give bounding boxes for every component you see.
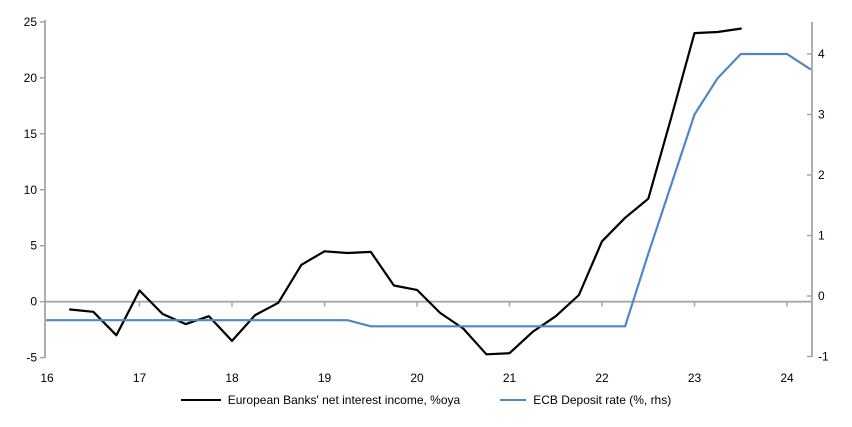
x-tick-label: 19	[318, 371, 332, 385]
legend-label-deposit-rate: ECB Deposit rate (%, rhs)	[533, 393, 672, 407]
legend-label-nii: European Banks' net interest income, %oy…	[227, 393, 461, 407]
y-left-tick-label: 25	[24, 15, 38, 29]
x-tick-label: 17	[133, 371, 147, 385]
x-tick-label: 18	[225, 371, 239, 385]
x-tick-label: 22	[595, 371, 609, 385]
series-line-deposit-rate	[45, 52, 812, 328]
legend-item-nii: European Banks' net interest income, %oy…	[180, 393, 461, 407]
legend-item-deposit-rate: ECB Deposit rate (%, rhs)	[500, 393, 671, 407]
y-left-tick-label: 10	[24, 183, 38, 197]
y-right-tick-label: 4	[818, 47, 825, 61]
y-left-tick-label: 0	[30, 295, 37, 309]
x-tick-label: 24	[780, 371, 794, 385]
y-right-tick-label: 1	[818, 229, 825, 243]
x-tick-label: 20	[410, 371, 424, 385]
y-left-tick-label: 5	[30, 239, 37, 253]
y-right-tick-label: -1	[818, 350, 829, 364]
x-tick-label: 23	[688, 371, 702, 385]
y-left-tick-label: 15	[24, 127, 38, 141]
x-tick-label: 16	[40, 371, 54, 385]
y-right-tick-label: 2	[818, 168, 825, 182]
chart-legend: European Banks' net interest income, %oy…	[0, 393, 852, 407]
y-right-tick-label: 0	[818, 289, 825, 303]
y-left-tick-label: -5	[26, 351, 37, 365]
legend-swatch-deposit-rate	[500, 399, 527, 401]
y-left-tick-label: 20	[24, 71, 38, 85]
legend-swatch-nii	[180, 399, 221, 401]
y-right-tick-label: 3	[818, 108, 825, 122]
series-line-nii	[68, 27, 742, 356]
x-tick-label: 21	[503, 371, 517, 385]
